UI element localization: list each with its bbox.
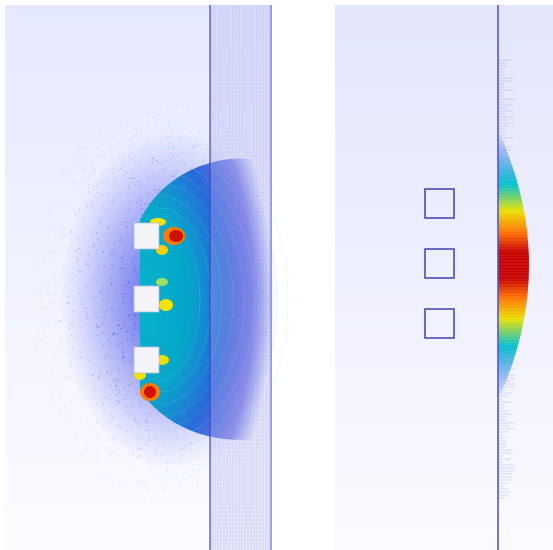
obstacle-square-2 [133, 285, 160, 313]
mesh-grid-lines [210, 5, 271, 550]
particle-field-panel [5, 5, 289, 550]
velocity-profile [498, 130, 529, 400]
profile-stripes [498, 134, 529, 397]
obstacle-square-3 [133, 346, 160, 374]
obstacle-square-1 [133, 222, 160, 250]
outline-square-2 [424, 248, 455, 279]
hotspots [134, 218, 185, 401]
outline-square-1 [424, 188, 455, 219]
outline-square-3 [424, 308, 455, 339]
profile-panel [335, 5, 553, 550]
mesh-strip [210, 5, 272, 550]
